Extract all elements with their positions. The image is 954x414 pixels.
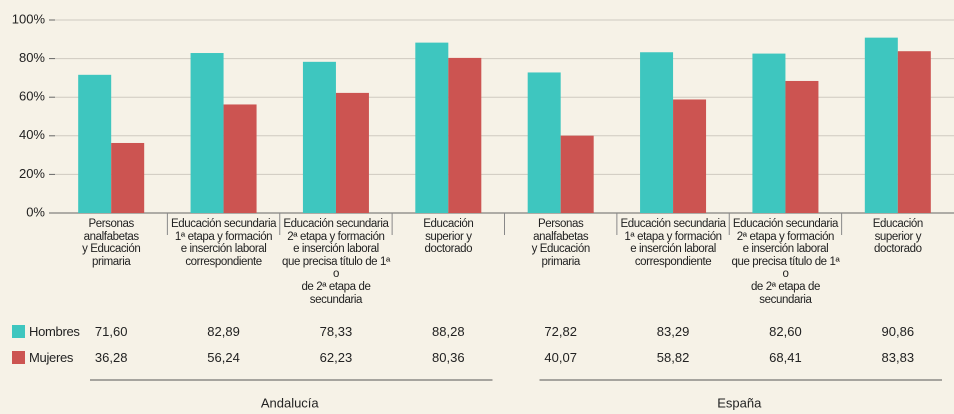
value-label: 78,33 bbox=[319, 324, 353, 339]
x-tick-label: Personas analfabetas y Educación primari… bbox=[82, 218, 141, 268]
bar bbox=[78, 74, 112, 213]
value-label: 62,23 bbox=[319, 350, 353, 365]
value-label: 82,89 bbox=[207, 324, 240, 339]
value-label: 56,24 bbox=[207, 350, 240, 365]
value-label: 36,28 bbox=[94, 350, 128, 365]
value-label: 68,41 bbox=[769, 350, 802, 365]
value-label: 72,82 bbox=[544, 324, 577, 339]
bar bbox=[223, 104, 257, 213]
value-label: 82,60 bbox=[769, 324, 802, 339]
x-tick-label: Educación secundaria 2ª etapa y formació… bbox=[731, 218, 840, 306]
value-label: 71,60 bbox=[94, 324, 128, 339]
y-tick-label: 80% bbox=[19, 50, 45, 65]
bar bbox=[897, 51, 931, 213]
value-label: 83,83 bbox=[881, 350, 915, 365]
bar bbox=[190, 53, 224, 213]
y-tick-label: 0% bbox=[26, 204, 45, 219]
value-label: 40,07 bbox=[544, 350, 577, 365]
x-tick-label: Personas analfabetas y Educación primari… bbox=[531, 218, 591, 268]
bar bbox=[335, 92, 369, 213]
y-tick-label: 100% bbox=[12, 11, 46, 26]
bar bbox=[415, 42, 449, 213]
x-tick-label: Educación superior y doctorado bbox=[872, 218, 924, 256]
bar bbox=[785, 80, 819, 214]
y-tick-label: 20% bbox=[19, 166, 45, 181]
value-label: 58,82 bbox=[656, 350, 690, 365]
legend-entry: Mujeres bbox=[12, 350, 73, 365]
legend-entry: Hombres bbox=[12, 324, 80, 339]
x-tick-label: Educación secundaria 1ª etapa y formació… bbox=[620, 218, 726, 268]
bar bbox=[752, 53, 786, 213]
legend-label: Mujeres bbox=[29, 350, 74, 365]
bar bbox=[864, 37, 898, 214]
value-label: 90,86 bbox=[881, 324, 915, 339]
bar bbox=[527, 72, 561, 213]
x-tick-label: Educación secundaria 1ª etapa y formació… bbox=[170, 218, 277, 268]
value-label: 83,29 bbox=[656, 324, 690, 339]
x-tick-label: Educación secundaria 2ª etapa y formació… bbox=[282, 218, 390, 306]
bar bbox=[111, 142, 145, 213]
y-tick-label: 60% bbox=[19, 89, 45, 104]
legend-label: Hombres bbox=[29, 324, 80, 339]
x-tick-label: Educación superior y doctorado bbox=[423, 218, 474, 256]
y-tick-label: 40% bbox=[19, 127, 45, 142]
bar bbox=[448, 57, 482, 214]
group-label: Andalucía bbox=[261, 395, 320, 410]
bar bbox=[302, 61, 336, 213]
bar bbox=[560, 135, 594, 213]
group-label: España bbox=[717, 395, 762, 410]
bar bbox=[673, 99, 707, 213]
legend-swatch bbox=[12, 351, 25, 364]
bar bbox=[640, 52, 674, 213]
value-label: 88,28 bbox=[432, 324, 465, 339]
legend-swatch bbox=[12, 325, 25, 338]
value-label: 80,36 bbox=[432, 350, 465, 365]
